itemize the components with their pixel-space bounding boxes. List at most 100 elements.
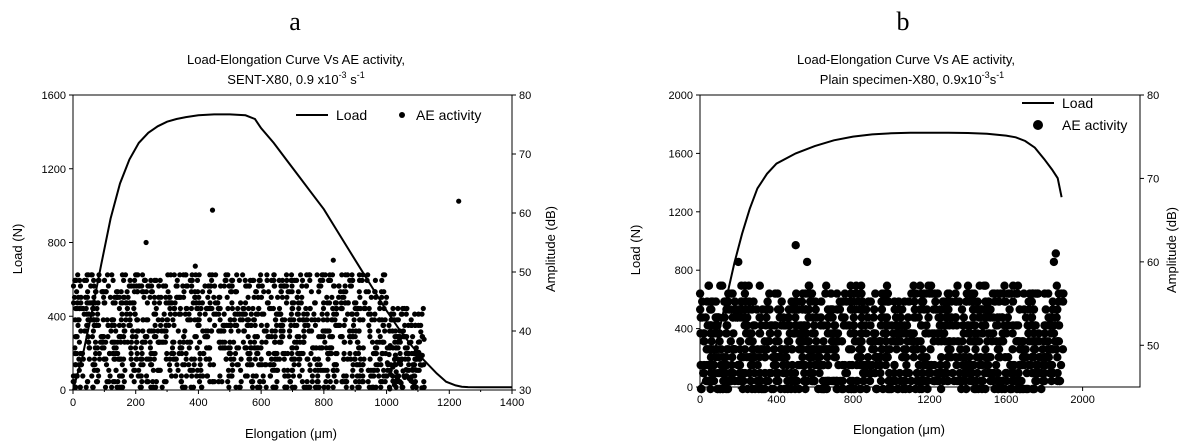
ae-point [871, 289, 880, 298]
ae-point [228, 373, 234, 379]
ae-point [325, 373, 331, 379]
ae-point [882, 281, 892, 290]
ae-point [329, 317, 336, 323]
ae-point [922, 305, 932, 314]
ae-point [870, 305, 879, 314]
ae-point [755, 376, 765, 386]
ae-point [350, 367, 356, 373]
panel-label-a: a [289, 7, 301, 36]
ae-point [356, 272, 362, 278]
ae-point [166, 362, 173, 368]
ae-point [858, 305, 867, 314]
ae-point [295, 289, 301, 295]
ae-point [410, 362, 416, 368]
ae-point [186, 362, 192, 368]
ae-point [149, 362, 155, 368]
ae-point [881, 321, 890, 330]
ae-point [958, 321, 968, 330]
ae-point [178, 379, 184, 385]
ae-point [99, 334, 105, 340]
ae-point [232, 322, 238, 328]
ae-point [1032, 376, 1041, 386]
ae-point [115, 289, 121, 295]
ae-point [347, 339, 353, 345]
ae-point [210, 379, 216, 385]
ae-point [89, 272, 95, 278]
ae-point [314, 272, 320, 278]
ae-point [366, 322, 372, 328]
ae-point [148, 289, 154, 295]
ae-point [846, 329, 855, 338]
ae-point [180, 283, 186, 289]
ae-point [339, 334, 345, 340]
ae-point [421, 336, 427, 342]
ae-point [101, 277, 108, 283]
ae-point [101, 300, 107, 306]
y2-axis-label-a: Amplitude (dB) [543, 206, 558, 292]
ae-point [280, 350, 286, 357]
ae-point [151, 300, 157, 306]
y2-tick-label: 60 [519, 208, 531, 220]
ae-point [275, 367, 281, 373]
ae-point [189, 283, 195, 289]
ae-point [397, 350, 403, 357]
ae-point [931, 305, 940, 314]
ae-point [191, 362, 197, 368]
ae-point [353, 350, 359, 357]
ae-point [1047, 376, 1056, 386]
ae-point [1041, 360, 1050, 370]
ae-point [776, 305, 785, 314]
ae-point [216, 294, 222, 300]
ae-point [276, 339, 282, 345]
ae-point [276, 311, 282, 317]
ae-point [315, 379, 321, 385]
ae-point [857, 313, 866, 322]
ae-point [790, 376, 799, 386]
ae-point [707, 305, 716, 314]
ae-point [127, 277, 133, 283]
ae-point [202, 311, 208, 317]
ae-point [119, 373, 125, 379]
ae-point [192, 334, 198, 340]
ae-point [993, 313, 1002, 322]
ae-point [124, 289, 130, 295]
ae-point [228, 328, 234, 334]
ae-point [91, 277, 97, 283]
ae-point [301, 339, 307, 345]
ae-point [254, 334, 260, 340]
ae-point [961, 353, 970, 362]
ae-point [804, 313, 813, 322]
ae-point [238, 300, 244, 306]
ae-point [890, 305, 899, 314]
ae-point [1046, 321, 1055, 330]
x-tick-label: 400 [767, 394, 785, 406]
ae-point [934, 337, 943, 346]
ae-point [413, 384, 419, 390]
ae-point [798, 329, 808, 338]
ae-point [123, 311, 130, 317]
ae-point [392, 356, 398, 362]
ae-point [156, 294, 162, 300]
ae-point [298, 350, 305, 357]
ae-point [258, 345, 264, 351]
y2-tick-label: 70 [519, 149, 531, 161]
ae-point [877, 313, 886, 322]
ae-point [698, 313, 707, 322]
ae-point [931, 297, 940, 306]
ae-point [998, 337, 1007, 346]
ae-point [146, 283, 152, 289]
chart-title-a-mid: s [347, 72, 358, 87]
ae-point [212, 322, 218, 328]
ae-point [314, 362, 320, 368]
ae-point [333, 322, 339, 328]
ae-point [919, 289, 929, 298]
ae-point [200, 328, 206, 334]
ae-point [765, 329, 775, 338]
ae-point [95, 300, 101, 306]
ae-point [805, 281, 814, 290]
ae-point [131, 379, 137, 385]
x-tick-label: 800 [315, 397, 333, 409]
ae-point [318, 345, 325, 351]
ae-point [245, 317, 251, 323]
ae-point [156, 367, 162, 373]
